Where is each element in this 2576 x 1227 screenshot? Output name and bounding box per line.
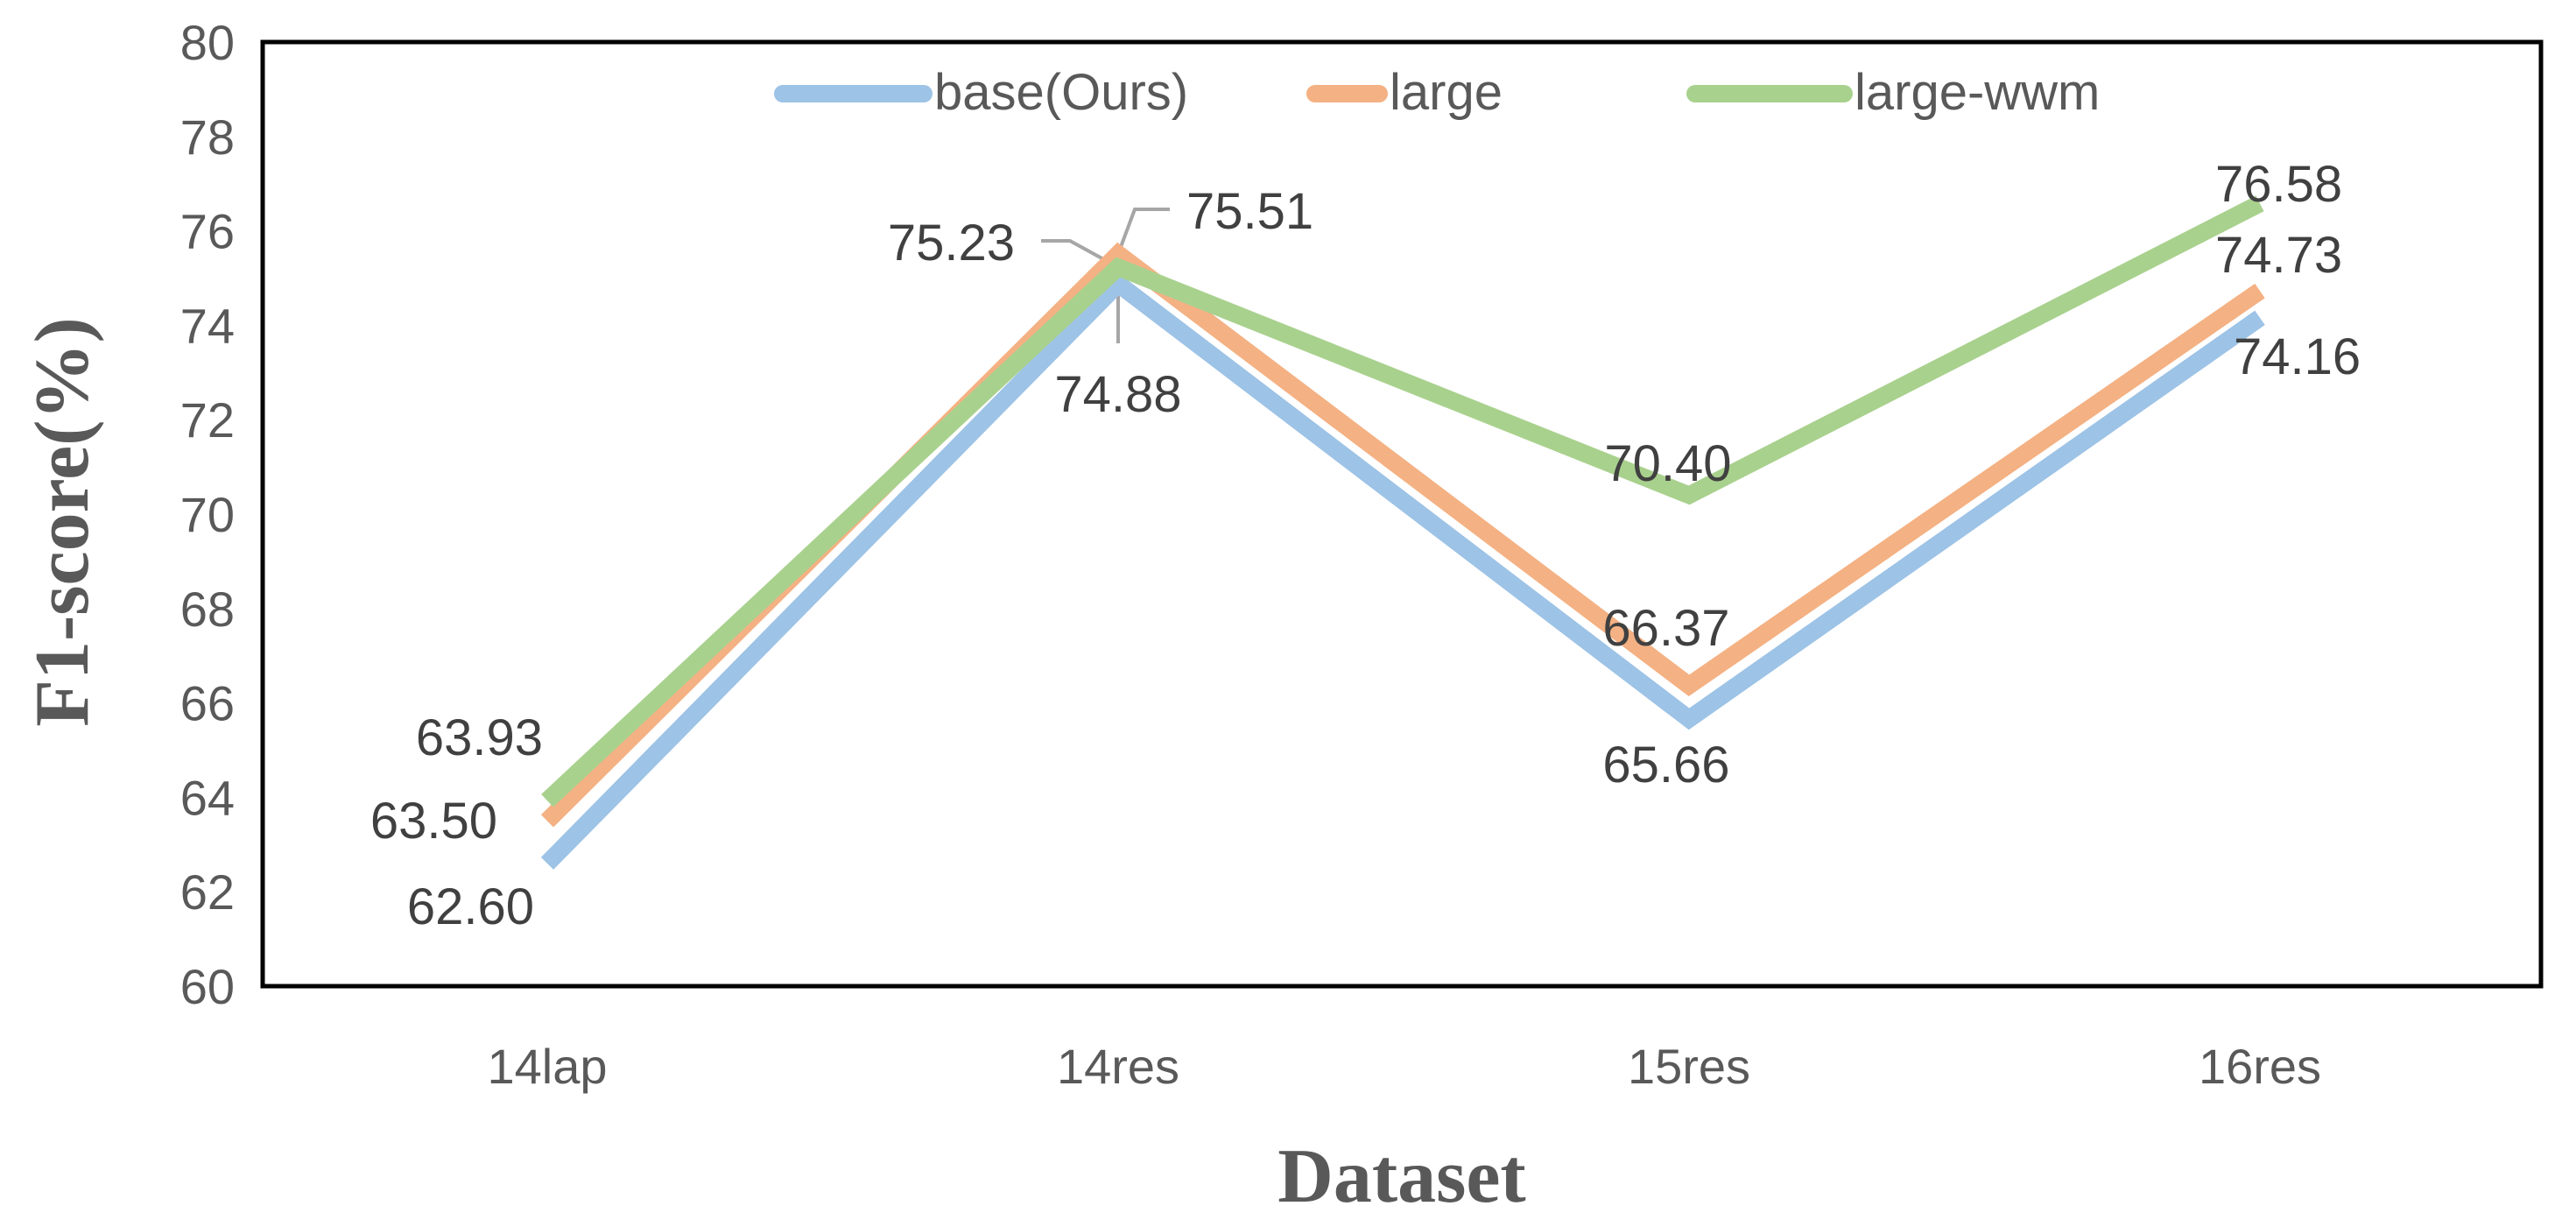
- y-tick-label: 60: [180, 959, 235, 1014]
- legend: base(Ours) large large-wwm: [774, 64, 2100, 121]
- y-tick-label: 64: [180, 770, 235, 825]
- data-label: 66.37: [1602, 600, 1729, 657]
- data-label: 65.66: [1602, 737, 1729, 793]
- data-label: 70.40: [1604, 435, 1731, 492]
- y-tick-label: 76: [180, 204, 235, 259]
- data-label: 62.60: [407, 878, 534, 935]
- data-label: 75.23: [888, 215, 1015, 271]
- data-label: 63.93: [416, 709, 543, 766]
- series-line-large-wwm: [541, 195, 2264, 807]
- data-label: 74.16: [2234, 328, 2361, 385]
- legend-label: base(Ours): [934, 64, 1188, 121]
- legend-label: large: [1390, 64, 1503, 121]
- y-tick-label: 72: [180, 392, 235, 448]
- y-tick-label: 68: [180, 582, 235, 637]
- y-tick-label: 74: [180, 298, 235, 353]
- leader-line-large: [1116, 208, 1170, 255]
- x-tick-label: 15res: [1628, 1039, 1750, 1094]
- series-lines: [540, 195, 2265, 870]
- y-axis-title: F1-score(%): [20, 317, 105, 727]
- x-tick-label: 16res: [2199, 1039, 2321, 1094]
- data-label: 74.88: [1054, 366, 1181, 423]
- x-axis-title: Dataset: [1277, 1134, 1525, 1219]
- data-label: 76.58: [2215, 156, 2342, 213]
- y-tick-label: 70: [180, 487, 235, 542]
- y-tick-label: 62: [180, 864, 235, 920]
- plot-area-frame: [260, 39, 2544, 989]
- series-line-base-ours: [540, 271, 2265, 870]
- x-tick-label: 14res: [1057, 1039, 1179, 1094]
- y-tick-label: 78: [180, 109, 235, 165]
- y-tick-label: 80: [180, 15, 235, 70]
- data-labels: 62.60 74.88 65.66 74.16 63.50 75.51 66.37 74.73…: [370, 156, 2361, 935]
- legend-label: large-wwm: [1855, 64, 2100, 121]
- x-axis-ticks: 14lap 14res 15res 16res: [487, 1039, 2321, 1094]
- data-label: 75.51: [1186, 183, 1313, 240]
- data-label: 74.73: [2215, 227, 2342, 284]
- x-tick-label: 14lap: [487, 1039, 607, 1094]
- data-label: 63.50: [370, 793, 497, 850]
- y-axis-ticks: 60 62 64 66 68 70 72 74 76 78 80: [180, 15, 235, 1014]
- y-tick-label: 66: [180, 676, 235, 731]
